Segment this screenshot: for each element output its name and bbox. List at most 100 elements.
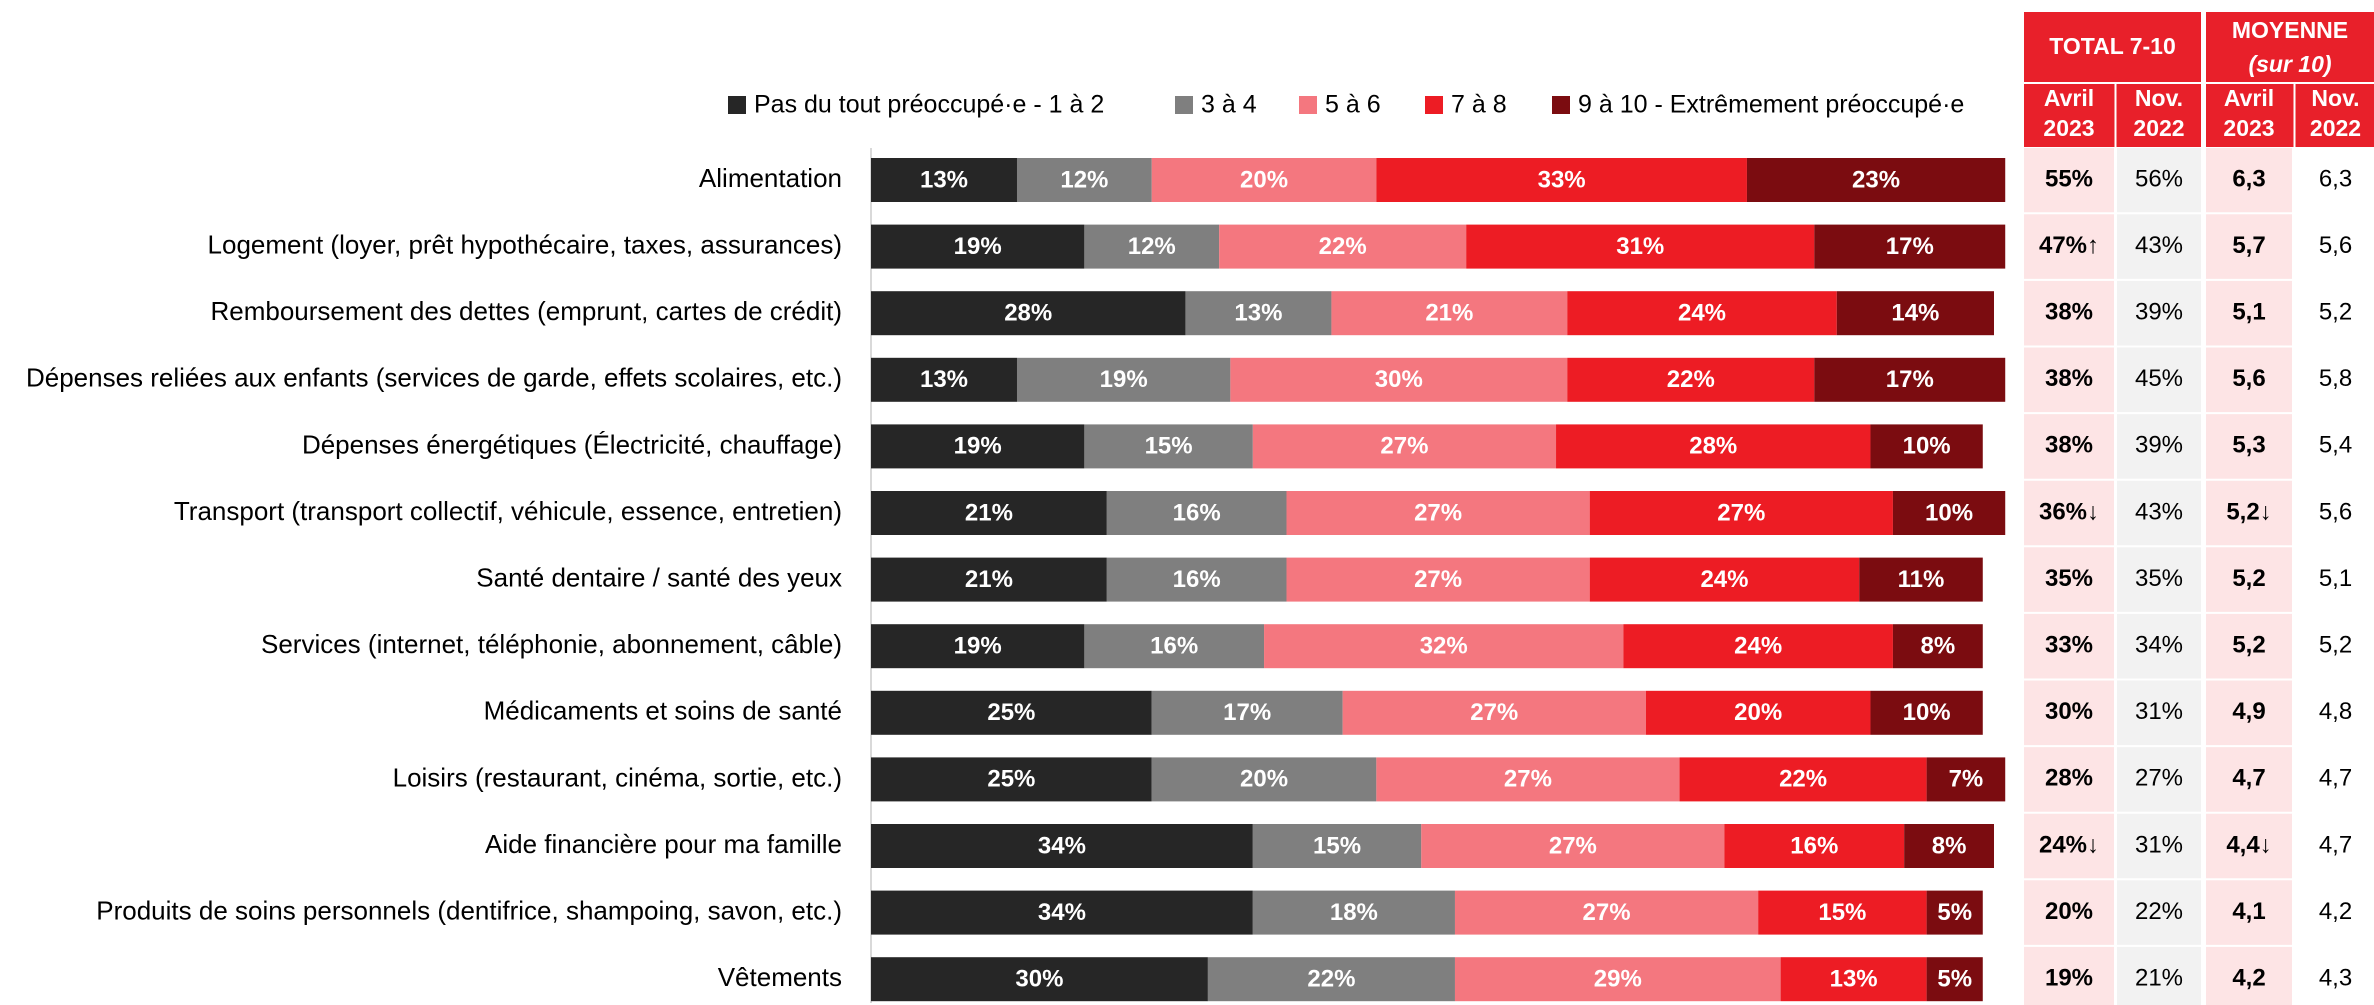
table-cell: 5,2 bbox=[2319, 299, 2352, 326]
bar-segment bbox=[1623, 624, 1893, 669]
table-cell: 28% bbox=[2045, 765, 2093, 792]
data-label: 27% bbox=[1380, 433, 1428, 460]
bar-segment bbox=[1016, 158, 1152, 202]
group-title: TOTAL 7-10 bbox=[2049, 33, 2176, 59]
data-label: 30% bbox=[1015, 966, 1063, 993]
table-cell: 31% bbox=[2135, 698, 2183, 725]
bar-segment bbox=[1376, 757, 1680, 802]
bar-segment bbox=[871, 690, 1152, 735]
table-cell: 43% bbox=[2135, 232, 2183, 259]
bar-segment bbox=[1926, 957, 1983, 1002]
table-cell: 39% bbox=[2135, 432, 2183, 459]
category-label: Loisirs (restaurant, cinéma, sortie, etc… bbox=[393, 762, 842, 792]
bar-segment bbox=[871, 824, 1253, 868]
bar-segment bbox=[1151, 757, 1377, 802]
data-label: 5% bbox=[1937, 966, 1972, 993]
data-label: 27% bbox=[1414, 566, 1462, 593]
table-cell: 35% bbox=[2135, 565, 2183, 592]
table-cell: 5,6 bbox=[2319, 498, 2352, 525]
table-cell: 5,2 bbox=[2319, 632, 2352, 659]
data-label: 12% bbox=[1060, 166, 1108, 193]
bar-segment bbox=[1904, 824, 1994, 868]
legend-label: Pas du tout préoccupé·e - 1 à 2 bbox=[754, 91, 1104, 119]
category-label: Dépenses reliées aux enfants (services d… bbox=[26, 363, 842, 393]
data-label: 19% bbox=[954, 233, 1002, 260]
bar-segment bbox=[1230, 357, 1568, 402]
data-label: 16% bbox=[1150, 633, 1198, 660]
bar-segment bbox=[1892, 624, 1983, 669]
category-label: Santé dentaire / santé des yeux bbox=[476, 562, 842, 592]
data-label: 17% bbox=[1223, 699, 1271, 726]
bar-segment bbox=[1466, 224, 1815, 269]
bar-segment bbox=[871, 890, 1253, 935]
data-label: 13% bbox=[920, 366, 968, 393]
bar-segment bbox=[1589, 491, 1893, 535]
table-cell: 20% bbox=[2045, 898, 2093, 925]
table-cell: 19% bbox=[2045, 965, 2093, 992]
bar-segment bbox=[1286, 491, 1590, 535]
column-header: 2022 bbox=[2133, 115, 2184, 141]
data-label: 22% bbox=[1779, 766, 1827, 793]
bar-segment bbox=[1264, 624, 1624, 669]
bar-segment bbox=[1454, 890, 1759, 935]
column-header: 2023 bbox=[2223, 115, 2274, 141]
data-label: 14% bbox=[1891, 300, 1939, 327]
data-label: 22% bbox=[1667, 366, 1715, 393]
data-label: 24% bbox=[1734, 633, 1782, 660]
bar-segment bbox=[1870, 690, 1983, 735]
table-cell: 36%↓ bbox=[2039, 498, 2099, 525]
category-label: Aide financière pour ma famille bbox=[485, 829, 842, 859]
data-label: 8% bbox=[1932, 832, 1967, 859]
bar-segment bbox=[1859, 557, 1983, 602]
table-cell: 4,9 bbox=[2232, 698, 2265, 725]
bar-segment bbox=[871, 757, 1152, 802]
table-cell: 5,6 bbox=[2319, 232, 2352, 259]
data-label: 17% bbox=[1886, 233, 1934, 260]
bar-segment bbox=[1151, 690, 1343, 735]
legend-label: 5 à 6 bbox=[1325, 91, 1381, 119]
legend-label: 7 à 8 bbox=[1451, 91, 1507, 119]
data-label: 16% bbox=[1790, 832, 1838, 859]
table-cell: 34% bbox=[2135, 632, 2183, 659]
bar-segment bbox=[871, 158, 1017, 202]
bar-segment bbox=[871, 224, 1085, 269]
data-label: 34% bbox=[1038, 899, 1086, 926]
table-cell: 5,1 bbox=[2232, 299, 2265, 326]
data-label: 21% bbox=[965, 499, 1013, 526]
table-cell: 4,7 bbox=[2232, 765, 2265, 792]
data-label: 27% bbox=[1470, 699, 1518, 726]
data-label: 15% bbox=[1818, 899, 1866, 926]
table-cell: 5,2 bbox=[2232, 632, 2265, 659]
data-label: 16% bbox=[1173, 566, 1221, 593]
table-cell: 4,2 bbox=[2232, 965, 2265, 992]
data-label: 10% bbox=[1903, 433, 1951, 460]
data-label: 21% bbox=[965, 566, 1013, 593]
table-cell: 4,7 bbox=[2319, 831, 2352, 858]
table-cell: 6,3 bbox=[2319, 165, 2352, 192]
table-cell: 4,1 bbox=[2232, 898, 2265, 925]
data-label: 29% bbox=[1594, 966, 1642, 993]
column-background bbox=[2297, 148, 2374, 1005]
data-label: 16% bbox=[1173, 499, 1221, 526]
category-label: Services (internet, téléphonie, abonneme… bbox=[261, 629, 842, 659]
data-label: 27% bbox=[1414, 499, 1462, 526]
data-label: 19% bbox=[1100, 366, 1148, 393]
data-label: 13% bbox=[920, 166, 968, 193]
column-header: Nov. bbox=[2311, 85, 2359, 111]
data-label: 10% bbox=[1925, 499, 1973, 526]
legend-swatch bbox=[728, 96, 746, 114]
table-cell: 27% bbox=[2135, 765, 2183, 792]
table-cell: 38% bbox=[2045, 299, 2093, 326]
column-header: 2022 bbox=[2310, 115, 2361, 141]
data-label: 21% bbox=[1425, 300, 1473, 327]
category-label: Transport (transport collectif, véhicule… bbox=[174, 496, 842, 526]
bar-segment bbox=[1724, 824, 1905, 868]
data-label: 11% bbox=[1898, 566, 1945, 593]
data-label: 22% bbox=[1307, 966, 1355, 993]
data-label: 19% bbox=[954, 433, 1002, 460]
bar-segment bbox=[1252, 824, 1422, 868]
bar-segment bbox=[1454, 957, 1781, 1002]
data-label: 7% bbox=[1949, 766, 1984, 793]
data-label: 15% bbox=[1145, 433, 1193, 460]
data-label: 24% bbox=[1678, 300, 1726, 327]
